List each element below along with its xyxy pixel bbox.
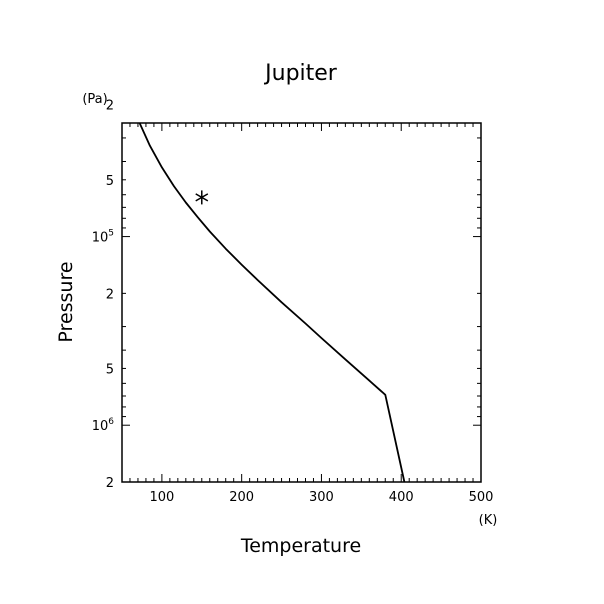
x-axis-title: Temperature [240,535,361,557]
x-tick-label: 500 [469,490,494,505]
asterisk-marker [195,190,209,205]
y-tick-label: 2 [106,476,114,491]
y-tick-label: 105 [92,229,114,246]
y-tick-label: 2 [106,99,114,114]
x-tick-label: 100 [149,490,174,505]
y-tick-label: 106 [92,417,115,434]
y-tick-label: 2 [106,287,114,302]
y-axis-title: Pressure [55,261,77,342]
x-unit-label: (K) [479,513,498,528]
axis-ticks [122,123,481,483]
plot-frame [121,122,482,483]
chart-title: Jupiter [263,61,338,86]
tick-labels: 100 200 300 400 500 2 5 105 2 5 106 2 [92,99,494,505]
x-tick-label: 300 [309,490,334,505]
y-tick-label: 5 [106,362,114,377]
x-tick-label: 400 [389,490,414,505]
temperature-pressure-curve [138,122,406,483]
x-tick-label: 200 [229,490,254,505]
y-tick-label: 5 [106,174,114,189]
series-group [138,122,406,483]
y-unit-label: (Pa) [82,92,107,107]
